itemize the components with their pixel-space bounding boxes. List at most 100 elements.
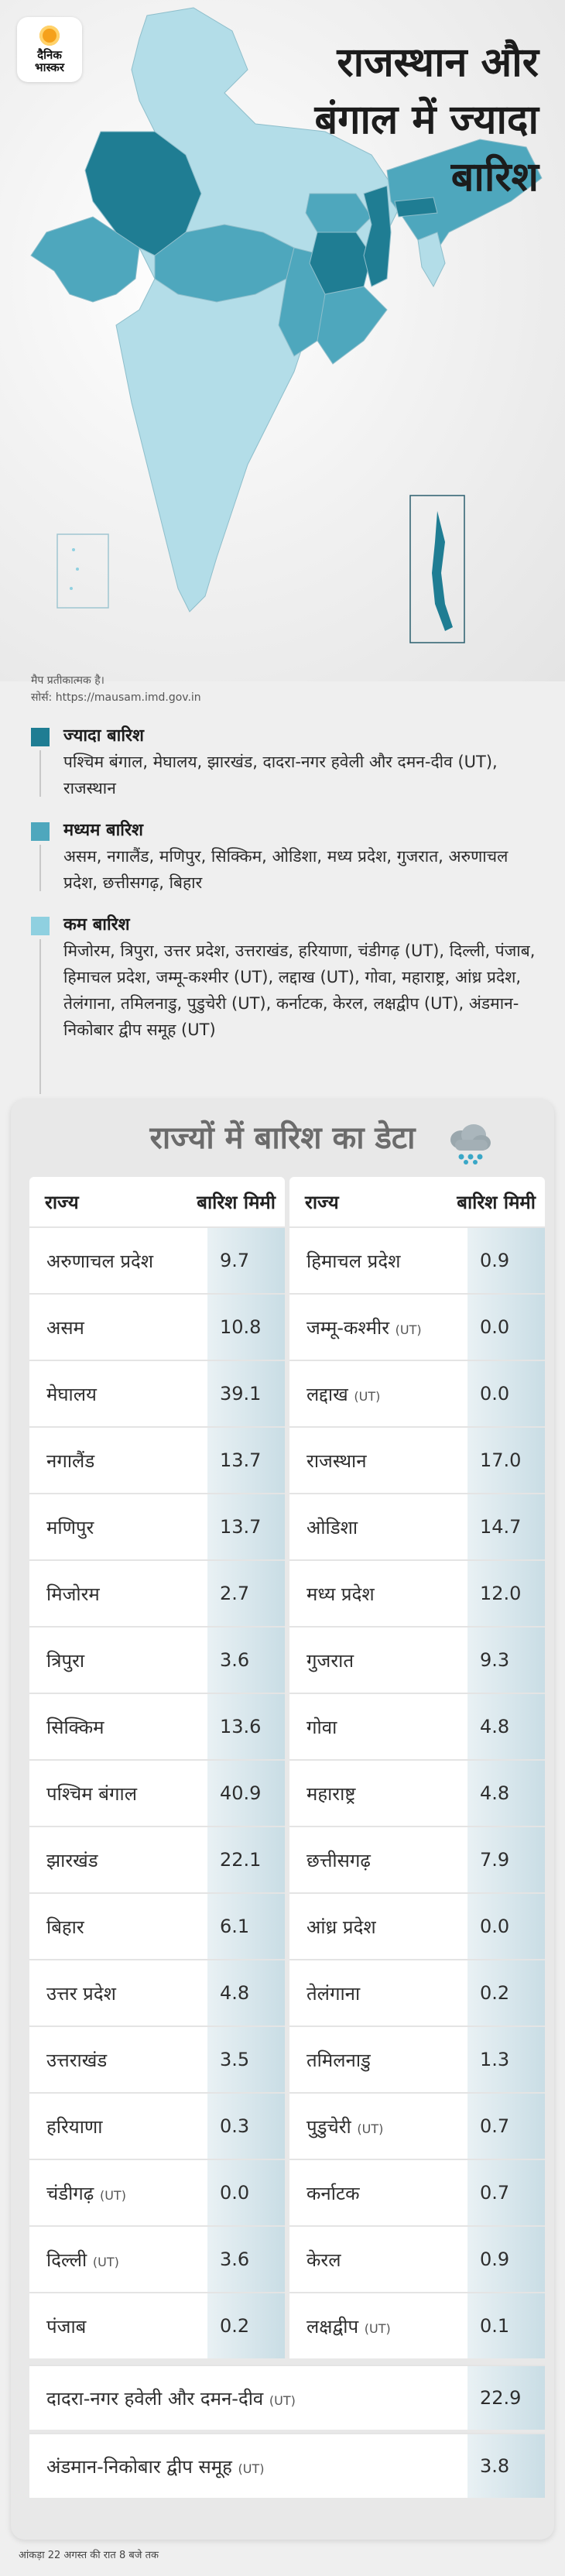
header-rain: बारिश मिमी — [197, 1191, 276, 1213]
legend-medium: मध्यम बारिश असम, नगालैंड, मणिपुर, सिक्कि… — [31, 818, 542, 896]
rain-value: 39.1 — [207, 1361, 285, 1426]
rain-value: 17.0 — [467, 1428, 545, 1493]
state-name: उत्तराखंड — [29, 2047, 207, 2073]
table-row: दिल्ली (UT) 3.6 — [29, 2225, 285, 2292]
map-region-bihar — [305, 193, 372, 233]
rain-value: 3.6 — [207, 1628, 285, 1693]
legend-text: मिजोरम, त्रिपुरा, उत्तर प्रदेश, उत्तराखं… — [63, 942, 536, 1039]
state-name: केरल — [289, 2247, 467, 2272]
rain-value: 0.9 — [467, 1228, 545, 1293]
state-label: केरल — [306, 2248, 341, 2271]
table-row: राजस्थान 17.0 — [289, 1426, 545, 1493]
table-row: सिक्किम 13.6 — [29, 1693, 285, 1759]
state-name: जम्मू-कश्मीर (UT) — [289, 1315, 467, 1340]
rain-value: 0.9 — [467, 2227, 545, 2292]
rain-value: 4.8 — [467, 1761, 545, 1826]
rain-value: 0.2 — [467, 1960, 545, 2025]
state-label: बिहार — [46, 1916, 84, 1938]
table-row: मिजोरम 2.7 — [29, 1559, 285, 1626]
state-label: कर्नाटक — [306, 2182, 360, 2204]
rain-value: 0.0 — [207, 2160, 285, 2225]
headline-line3: बारिश — [450, 154, 539, 201]
state-name: सिक्किम — [29, 1714, 207, 1740]
table-row: मणिपुर 13.7 — [29, 1493, 285, 1559]
ut-tag: (UT) — [238, 2461, 265, 2476]
brand-line1: दैनिक — [37, 48, 62, 62]
rain-value: 13.6 — [207, 1694, 285, 1759]
state-name: त्रिपुरा — [29, 1648, 207, 1673]
legend-connector — [39, 845, 41, 891]
legend-heavy: ज्यादा बारिश पश्चिम बंगाल, मेघालय, झारखं… — [31, 724, 542, 801]
rain-value: 0.0 — [467, 1361, 545, 1426]
rain-value: 0.7 — [467, 2160, 545, 2225]
india-rainfall-map — [30, 7, 543, 643]
map-region-west-bengal — [363, 185, 392, 287]
rain-value: 3.5 — [207, 2027, 285, 2092]
state-name: बिहार — [29, 1914, 207, 1940]
map-note: मैप प्रतीकात्मक है। सोर्स: https://mausa… — [31, 672, 201, 706]
map-lakshadweep-frame — [56, 533, 109, 609]
state-name: पंजाब — [29, 2314, 207, 2339]
rain-value: 0.3 — [207, 2094, 285, 2159]
legend-title: कम बारिश — [63, 915, 130, 935]
state-name: दिल्ली (UT) — [29, 2247, 207, 2272]
rain-value: 3.8 — [467, 2434, 545, 2498]
rain-value: 0.0 — [467, 1894, 545, 1959]
rain-value: 0.7 — [467, 2094, 545, 2159]
header-rain: बारिश मिमी — [457, 1191, 536, 1213]
state-name: अरुणाचल प्रदेश — [29, 1248, 207, 1274]
legend-title: मध्यम बारिश — [63, 821, 143, 840]
rain-value: 2.7 — [207, 1561, 285, 1626]
state-label: तेलंगाना — [306, 1982, 361, 2005]
legend-swatch-low — [31, 917, 50, 935]
table-row: मेघालय 39.1 — [29, 1360, 285, 1426]
table-header: राज्य बारिश मिमी — [29, 1177, 285, 1226]
table-header: राज्य बारिश मिमी — [289, 1177, 545, 1226]
legend-connector — [39, 750, 41, 797]
state-label: अरुणाचल प्रदेश — [46, 1250, 154, 1272]
rain-value: 6.1 — [207, 1894, 285, 1959]
table-row: लक्षद्वीप (UT) 0.1 — [289, 2292, 545, 2358]
state-name: लक्षद्वीप (UT) — [289, 2314, 467, 2339]
table-row: पंजाब 0.2 — [29, 2292, 285, 2358]
sun-icon — [39, 26, 60, 46]
state-name: मणिपुर — [29, 1514, 207, 1540]
legend-swatch-medium — [31, 822, 50, 841]
table-row: तेलंगाना 0.2 — [289, 1959, 545, 2025]
state-name: असम — [29, 1315, 207, 1340]
table-row: तमिलनाडु 1.3 — [289, 2025, 545, 2092]
state-name: पुडुचेरी (UT) — [289, 2114, 467, 2139]
state-name: गुजरात — [289, 1648, 467, 1673]
table-row: नगालैंड 13.7 — [29, 1426, 285, 1493]
state-label: मध्य प्रदेश — [306, 1583, 375, 1605]
table-row: पुडुचेरी (UT) 0.7 — [289, 2092, 545, 2159]
rain-value: 13.7 — [207, 1494, 285, 1559]
state-label: गुजरात — [306, 1649, 354, 1672]
table-row: छत्तीसगढ़ 7.9 — [289, 1826, 545, 1892]
rain-value: 4.8 — [207, 1960, 285, 2025]
table-row: आंध्र प्रदेश 0.0 — [289, 1892, 545, 1959]
state-label: मेघालय — [46, 1383, 97, 1405]
legend-text: असम, नगालैंड, मणिपुर, सिक्किम, ओडिशा, मध… — [63, 847, 508, 892]
rain-value: 0.1 — [467, 2293, 545, 2358]
state-label: महाराष्ट्र — [306, 1782, 356, 1805]
table-row: हरियाणा 0.3 — [29, 2092, 285, 2159]
ut-tag: (UT) — [395, 1322, 422, 1337]
state-label: छत्तीसगढ़ — [306, 1849, 371, 1871]
brand-logo: दैनिक भास्कर — [17, 17, 82, 82]
state-label: पंजाब — [46, 2315, 87, 2338]
table-row: ओडिशा 14.7 — [289, 1493, 545, 1559]
state-label: उत्तर प्रदेश — [46, 1982, 116, 2005]
rain-value: 9.7 — [207, 1228, 285, 1293]
state-label: नगालैंड — [46, 1449, 95, 1472]
state-name: पश्चिम बंगाल — [29, 1781, 207, 1806]
legend-title: ज्यादा बारिश — [63, 726, 144, 746]
rain-value: 13.7 — [207, 1428, 285, 1493]
header-state: राज्य — [305, 1191, 339, 1213]
table-row-wide: अंडमान-निकोबार द्वीप समूह (UT) 3.8 — [29, 2433, 545, 2498]
table-row-wide: दादरा-नगर हवेली और दमन-दीव (UT) 22.9 — [29, 2365, 545, 2430]
table-row: उत्तर प्रदेश 4.8 — [29, 1959, 285, 2025]
state-label: दादरा-नगर हवेली और दमन-दीव — [46, 2387, 264, 2410]
legend-text: पश्चिम बंगाल, मेघालय, झारखंड, दादरा-नगर … — [63, 753, 498, 797]
map-region-mizoram-tripura — [417, 232, 446, 288]
